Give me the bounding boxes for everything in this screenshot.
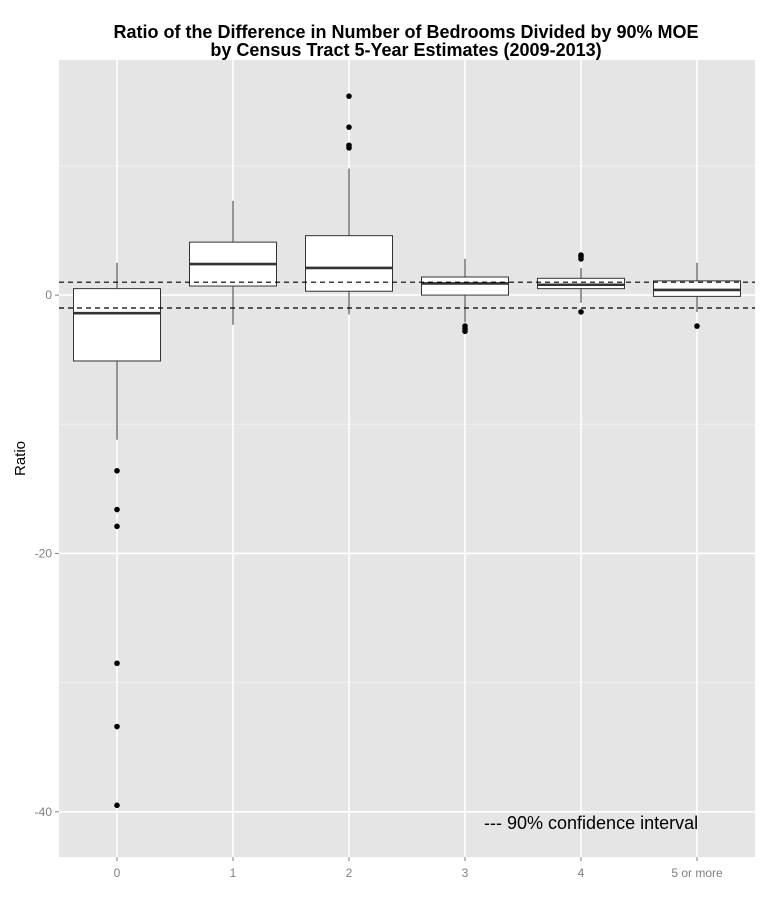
ci-annotation: --- 90% confidence interval	[484, 813, 698, 833]
outlier-point	[346, 145, 352, 151]
box-3	[421, 258, 509, 335]
y-axis-label: Ratio	[12, 441, 29, 476]
chart-title-line1: Ratio of the Difference in Number of Bed…	[113, 22, 699, 42]
iqr-box	[73, 288, 161, 362]
x-tick-label: 5 or more	[671, 866, 723, 880]
box-0	[73, 262, 161, 809]
x-tick-label: 3	[462, 866, 469, 880]
reference-lines	[59, 281, 755, 309]
outlier-point	[114, 802, 120, 809]
x-axis: 0 1 2 3 4 5 or more	[114, 857, 723, 880]
outlier-point	[346, 93, 352, 99]
outlier-point	[694, 323, 700, 329]
box-1	[189, 200, 277, 325]
outlier-point	[114, 467, 120, 474]
plot-panel	[59, 60, 755, 857]
outlier-point	[578, 309, 584, 315]
box-4	[537, 252, 625, 315]
y-tick-label: 0	[45, 288, 52, 302]
outlier-point	[114, 506, 120, 513]
x-tick-label: 1	[230, 866, 237, 880]
outlier-point	[346, 124, 352, 130]
outlier-point	[462, 328, 468, 335]
outlier-point	[114, 723, 120, 730]
outlier-point	[578, 252, 584, 258]
outlier-point	[114, 660, 120, 667]
iqr-box	[305, 235, 393, 292]
y-tick-label: -40	[35, 805, 53, 819]
y-tick-label: -20	[35, 546, 53, 560]
y-axis: 0 -20 -40	[35, 288, 59, 819]
minor-gridlines	[59, 165, 755, 684]
iqr-box	[421, 276, 509, 296]
chart-title-line2: by Census Tract 5-Year Estimates (2009-2…	[210, 40, 602, 60]
x-tick-label: 2	[346, 866, 353, 880]
outlier-point	[114, 523, 120, 530]
x-tick-label: 4	[578, 866, 585, 880]
x-tick-label: 0	[114, 866, 121, 880]
box-5 or more	[653, 262, 741, 329]
